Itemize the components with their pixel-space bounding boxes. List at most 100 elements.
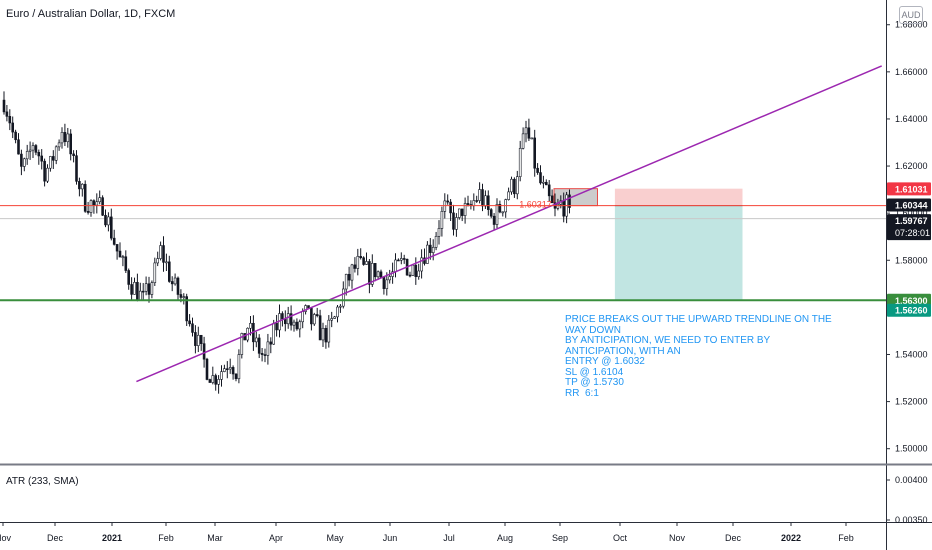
candle	[426, 244, 429, 264]
entry-level-label: 1.60317	[519, 200, 552, 210]
candle	[95, 201, 99, 206]
candle	[373, 263, 377, 278]
note-line: ENTRY @ 1.6032	[565, 356, 645, 367]
candle	[20, 153, 23, 167]
stop-loss-zone	[614, 188, 743, 206]
candle	[81, 183, 84, 190]
candle	[315, 314, 319, 316]
candle	[568, 194, 571, 208]
price-tag	[887, 293, 931, 307]
candle	[283, 318, 287, 325]
candle	[495, 204, 499, 225]
candle	[63, 132, 67, 143]
note-line: SL @ 1.6104	[565, 366, 624, 378]
candle	[324, 327, 328, 343]
candle	[234, 373, 238, 380]
candle	[295, 321, 299, 330]
candle	[524, 127, 528, 135]
candle	[402, 258, 406, 260]
candle	[370, 263, 374, 285]
candle	[226, 368, 229, 370]
candle	[550, 195, 554, 204]
candle	[533, 137, 537, 169]
candle	[69, 133, 72, 155]
candle	[14, 131, 17, 141]
candle	[173, 277, 177, 285]
note-line: TP @ 1.5730	[565, 377, 624, 388]
candle	[286, 313, 290, 325]
candle	[298, 321, 302, 330]
candle	[446, 200, 450, 203]
candle	[133, 282, 136, 295]
candle	[463, 203, 467, 216]
candle	[46, 167, 49, 182]
candle	[237, 354, 241, 380]
candle	[556, 203, 560, 209]
candle	[170, 281, 174, 285]
candle	[176, 277, 180, 295]
candle	[513, 178, 516, 195]
candle	[266, 341, 270, 356]
price-tag	[887, 303, 931, 317]
x-tick-label: Feb	[838, 533, 854, 543]
candle	[240, 333, 244, 355]
candle	[269, 341, 273, 345]
candle	[191, 323, 194, 333]
candle	[382, 276, 386, 289]
currency-button[interactable]: AUD	[899, 6, 923, 24]
candle	[130, 284, 133, 295]
candle	[5, 111, 9, 117]
candle	[139, 290, 142, 301]
x-tick-label: May	[326, 533, 344, 543]
price-tag-label: 1.56300	[895, 296, 928, 306]
candle	[75, 155, 78, 182]
candle	[507, 191, 510, 200]
candle	[165, 261, 168, 264]
indicator-tick-label: 0.00400	[895, 475, 928, 485]
candle	[333, 316, 336, 319]
candle	[150, 282, 154, 295]
candle	[489, 209, 493, 217]
price-tag	[887, 182, 931, 196]
x-tick-label: Apr	[269, 533, 283, 543]
candle	[49, 156, 52, 169]
candle	[437, 228, 441, 237]
candle	[263, 354, 267, 356]
candle	[530, 137, 534, 140]
candle	[34, 145, 38, 153]
note-line: BY ANTICIPATION, WE NEED TO ENTER BY ANT…	[565, 335, 773, 357]
candle	[318, 315, 322, 341]
candle	[25, 151, 29, 160]
candle	[385, 279, 389, 289]
candle	[168, 261, 171, 282]
candle	[536, 167, 539, 173]
candle	[144, 283, 148, 292]
candle	[472, 200, 476, 207]
price-tag-label: 1.59767	[895, 216, 928, 226]
trade-note: PRICE BREAKS OUT THE UPWARD TRENDLINE ON…	[565, 314, 835, 399]
y-tick-label: 1.62000	[895, 161, 928, 171]
candle	[379, 271, 383, 278]
x-tick-label: Jun	[383, 533, 398, 543]
candle	[162, 245, 165, 263]
indicator-label[interactable]: ATR (233, SMA)	[6, 476, 79, 487]
note-line: RR 6:1	[565, 387, 599, 399]
candle	[8, 116, 12, 124]
candle	[57, 142, 61, 148]
x-tick-label: Dec	[725, 533, 742, 543]
candle	[547, 184, 551, 197]
candle	[66, 133, 70, 143]
candle	[228, 367, 232, 370]
candle	[397, 259, 400, 262]
candle	[37, 152, 41, 157]
candle	[98, 197, 101, 203]
x-tick-label: Aug	[497, 533, 513, 543]
x-tick-label: Dec	[47, 533, 64, 543]
candle	[527, 127, 531, 139]
candle	[431, 247, 435, 253]
candle	[255, 337, 258, 343]
candle	[115, 244, 119, 252]
candle	[312, 314, 316, 325]
candle	[147, 283, 151, 295]
